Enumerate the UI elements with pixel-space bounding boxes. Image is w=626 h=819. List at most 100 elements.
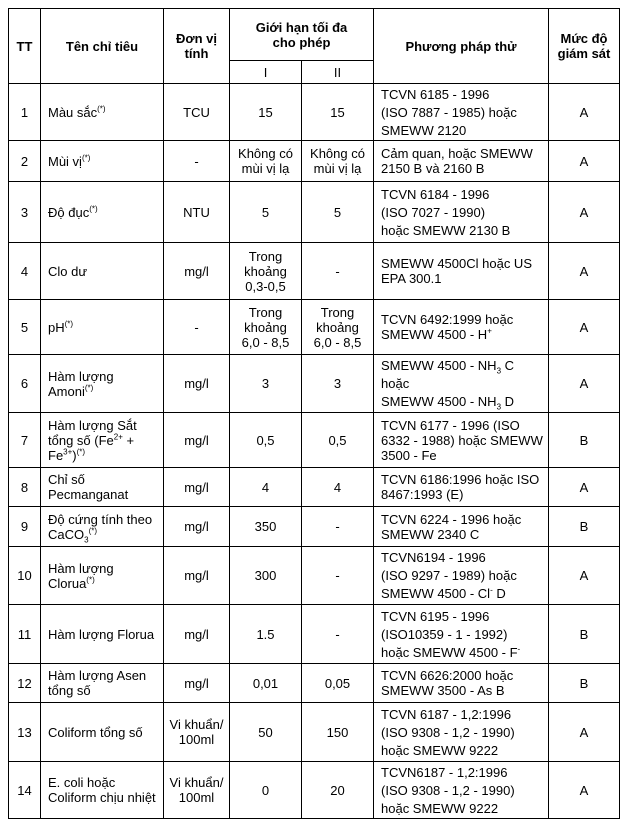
limit-i: 0,5 <box>229 412 302 468</box>
text-segment: SMEWW 4500 - NH <box>381 394 497 409</box>
test-method: TCVN 6184 - 1996 (ISO 7027 - 1990) hoặc SM… <box>373 181 549 243</box>
table-row: 3 Độ đục(*) NTU 5 5 TCVN 6184 - 1996 (ISO 7027… <box>8 181 620 243</box>
sup-text: + <box>487 326 492 336</box>
monitoring-level: B <box>548 412 620 468</box>
method-line: SMEWW 2120 <box>381 123 544 138</box>
monitoring-level: A <box>548 181 620 243</box>
sup-text: (*) <box>88 526 98 536</box>
text-segment: hoặc SMEWW 9222 <box>381 800 499 816</box>
text-segment: Độ đục <box>48 204 90 220</box>
unit: mg/l <box>163 354 230 413</box>
sup-text: 3+ <box>63 447 73 457</box>
header-method: Phương pháp thử <box>373 8 549 84</box>
test-method: TCVN 6224 - 1996 hoặc SMEWW 2340 C <box>373 506 549 547</box>
method-line: (ISO 9308 - 1,2 - 1990) <box>381 725 544 740</box>
text-segment: D <box>492 586 506 601</box>
test-method: TCVN 6186:1996 hoặc ISO 8467:1993 (E) <box>373 467 549 507</box>
method-line: TCVN6187 - 1,2:1996 <box>381 765 544 780</box>
limit-i: 0 <box>229 761 302 819</box>
row-number: 12 <box>8 663 41 703</box>
limit-i: Trong khoảng 6,0 - 8,5 <box>229 299 302 355</box>
table-body: 1 Màu sắc(*) TCU 15 15 TCVN 6185 - 1996 (ISO 7… <box>8 83 620 819</box>
text-segment: Hàm lượng Clorua <box>48 560 114 591</box>
text-segment: hoặc <box>381 376 410 391</box>
sup-text: (*) <box>76 447 86 457</box>
method-line: TCVN 6492:1999 hoặc <box>381 312 544 327</box>
header-limit-1: I <box>229 60 302 84</box>
row-number: 3 <box>8 181 41 243</box>
monitoring-level: A <box>548 242 620 300</box>
limit-i: Trong khoảng 0,3-0,5 <box>229 242 302 300</box>
monitoring-level: B <box>548 663 620 703</box>
sub-text: 3 <box>84 535 89 545</box>
sup-text: (*) <box>84 383 94 393</box>
text-segment: SMEWW 4500 - Cl <box>381 586 491 601</box>
text-segment: TCVN 6185 - 1996 <box>381 86 490 102</box>
method-line: hoặc <box>381 376 544 391</box>
sup-text: (*) <box>81 153 91 163</box>
row-number: 8 <box>8 467 41 507</box>
text-segment: TCVN 6224 - 1996 hoặc SMEWW 2340 C <box>381 511 522 542</box>
text-segment: Độ cứng tính theo CaCO <box>48 511 153 542</box>
header-limit: Giới hạn tối đa cho phép <box>229 8 374 61</box>
method-line: hoặc SMEWW 2130 B <box>381 223 544 238</box>
header-level: Mức độ giám sát <box>548 8 620 84</box>
indicator-name: pH(*) <box>40 299 164 355</box>
sub-text: 3 <box>496 402 502 412</box>
monitoring-level: A <box>548 761 620 819</box>
row-number: 5 <box>8 299 41 355</box>
indicator-name: Độ cứng tính theo CaCO3(*) <box>40 506 164 547</box>
limit-i: 3 <box>229 354 302 413</box>
row-number: 14 <box>8 761 41 819</box>
test-method: TCVN 6185 - 1996 (ISO 7887 - 1985) hoặc SM… <box>373 83 549 141</box>
indicator-name: Mùi vị(*) <box>40 140 164 182</box>
method-line: SMEWW 4500 - NH3 C <box>381 358 544 375</box>
method-line: (ISO 7027 - 1990) <box>381 205 544 220</box>
limit-i: 300 <box>229 546 302 605</box>
text-segment: Màu sắc <box>48 104 98 120</box>
limit-ii: - <box>301 546 374 605</box>
text-segment: C <box>501 358 515 373</box>
monitoring-level: A <box>548 702 620 762</box>
method-line: (ISO 9297 - 1989) hoặc <box>381 568 544 583</box>
table-row: 4 Clo dư mg/l Trong khoảng 0,3-0,5- SMEWW 45… <box>8 242 620 300</box>
text-segment: D <box>501 394 515 409</box>
unit: - <box>163 140 230 182</box>
method-line: (ISO 7887 - 1985) hoặc <box>381 105 544 120</box>
method-line: TCVN6194 - 1996 <box>381 550 544 565</box>
sup-text: (*) <box>64 319 74 329</box>
text-segment: Cảm quan, hoặc SMEWW 2150 B và 2160 B <box>381 146 533 176</box>
text-segment: TCVN 6184 - 1996 <box>381 186 490 202</box>
text-segment: TCVN 6177 - 1996 (ISO 6332 - 1988) hoặc … <box>381 417 543 463</box>
text-segment: TCVN6194 - 1996 <box>381 550 486 565</box>
text-segment: (ISO10359 - 1 - 1992) <box>381 626 508 642</box>
limit-i: Không có mùi vị lạ <box>229 140 302 182</box>
method-line: hoặc SMEWW 4500 - F- <box>381 645 544 660</box>
row-number: 7 <box>8 412 41 468</box>
text-segment: SMEWW 4500Cl hoặc US EPA 300.1 <box>381 256 532 286</box>
monitoring-level: A <box>548 140 620 182</box>
method-line: SMEWW 4500Cl hoặc US EPA 300.1 <box>381 256 544 286</box>
header-tt: TT <box>8 8 41 84</box>
method-line: SMEWW 4500 - NH3 D <box>381 394 544 412</box>
limit-ii: Trong khoảng 6,0 - 8,5 <box>301 299 374 355</box>
limit-ii: - <box>301 506 374 547</box>
indicator-name: Hàm lượng Sắt tổng số (Fe2+ + Fe3+)(*) <box>40 412 164 468</box>
unit: NTU <box>163 181 230 243</box>
text-segment: Mùi vị <box>48 153 82 169</box>
text-segment: Hàm lượng Asen tổng số <box>48 668 147 698</box>
text-segment: pH <box>48 319 65 335</box>
text-segment: SMEWW 4500 - NH <box>381 358 497 373</box>
monitoring-level: A <box>548 354 620 413</box>
text-segment: (ISO 7027 - 1990) <box>381 204 486 220</box>
limit-ii: - <box>301 242 374 300</box>
limit-ii: 150 <box>301 702 374 762</box>
indicator-name: Hàm lượng Amoni(*) <box>40 354 164 413</box>
table-row: 13 Coliform tổng số Vi khuẩn/ 100ml 50 150 TC… <box>8 702 620 762</box>
test-method: SMEWW 4500Cl hoặc US EPA 300.1 <box>373 242 549 300</box>
text-segment: E. coli hoặc Coliform chịu nhiệt <box>48 775 156 805</box>
method-line: TCVN 6187 - 1,2:1996 <box>381 707 544 722</box>
indicator-name: Clo dư <box>40 242 164 300</box>
table-row: 7 Hàm lượng Sắt tổng số (Fe2+ + Fe3+)(*) m… <box>8 412 620 468</box>
